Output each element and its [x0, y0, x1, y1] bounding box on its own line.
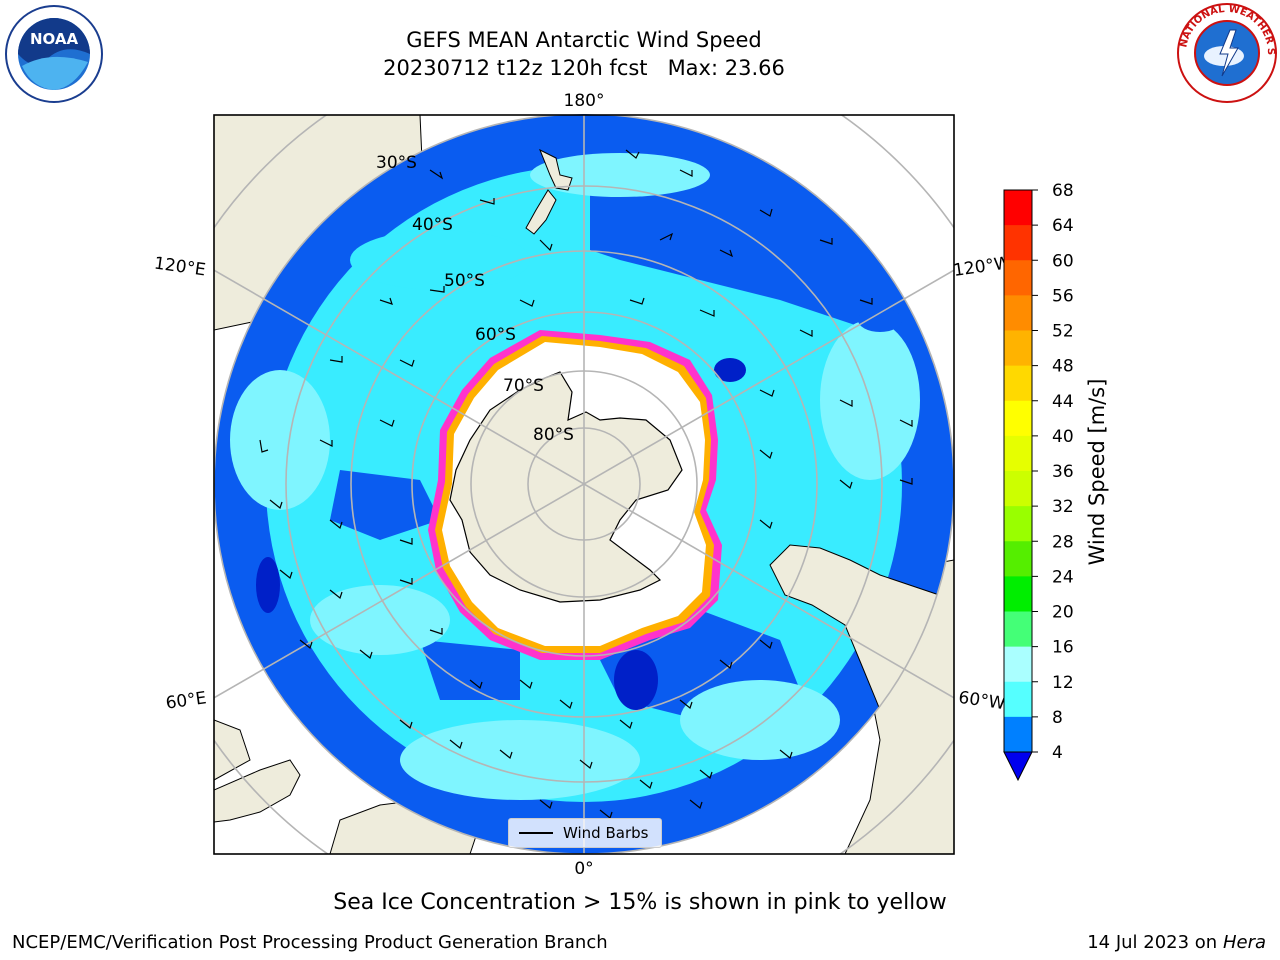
wind-barbs-legend: Wind Barbs	[508, 818, 662, 848]
colorbar-segment	[1004, 260, 1032, 296]
colorbar-extend-arrow	[1003, 751, 1033, 782]
lat-label-50: 50°S	[444, 271, 485, 291]
colorbar-tick-label: 8	[1052, 708, 1063, 728]
lat-label-40: 40°S	[412, 215, 453, 235]
lon-label-120e: 120°E	[153, 253, 207, 280]
colorbar-segment	[1004, 435, 1032, 472]
noaa-logo-text: NOAA	[30, 30, 79, 48]
colorbar-tick-label: 12	[1052, 673, 1074, 693]
colorbar-segment	[1004, 611, 1032, 648]
colorbar-label: Wind Speed [m/s]	[1085, 379, 1109, 566]
nws-logo: NATIONAL WEATHER SERVICE	[1176, 2, 1277, 103]
lon-label-180: 180°	[564, 91, 605, 111]
colorbar-tick-label: 68	[1052, 181, 1074, 201]
graticule-labels: 180° 0° 120°E 60°E 120°W 60°W 30°S 40°S …	[153, 91, 1012, 879]
map-frame	[213, 114, 955, 855]
colorbar-segment	[1004, 295, 1032, 331]
colorbar-segment	[1004, 365, 1032, 402]
antarctica-land	[449, 371, 683, 603]
lat-label-30: 30°S	[376, 153, 417, 173]
graticule	[214, 115, 954, 854]
colorbar-tick-label: 56	[1052, 286, 1074, 306]
southwest-land	[214, 719, 251, 781]
run-date-text: 14 Jul 2023 on	[1087, 932, 1223, 953]
run-date: 14 Jul 2023 on Hera	[1087, 932, 1266, 953]
lon-label-60w: 60°W	[957, 688, 1006, 714]
colorbar-tick-label: 20	[1052, 603, 1074, 623]
sea-ice-note: Sea Ice Concentration > 15% is shown in …	[333, 890, 947, 915]
colorbar: 68 64 60 56 52 48 44 40 36 32 28 24 20 16 12 8 4	[1003, 181, 1074, 782]
colorbar-segment	[1004, 471, 1032, 507]
lat-label-60: 60°S	[475, 325, 516, 345]
producer-credit: NCEP/EMC/Verification Post Processing Pr…	[12, 932, 608, 953]
new-zealand-land	[525, 148, 573, 235]
colorbar-segment	[1004, 400, 1032, 437]
lon-label-60e: 60°E	[165, 688, 208, 713]
title-line-2: 20230712 t12z 120h fcst Max: 23.66	[383, 56, 785, 80]
colorbar-segment	[1004, 506, 1032, 542]
colorbar-tick-label: 24	[1052, 567, 1074, 587]
wind-barbs	[259, 149, 913, 820]
colorbar-tick-label: 4	[1052, 743, 1063, 763]
chart-title: GEFS MEAN Antarctic Wind Speed 20230712 …	[284, 26, 884, 82]
colorbar-tick-label: 36	[1052, 462, 1074, 482]
lon-label-0: 0°	[574, 859, 593, 879]
colorbar-tick-label: 32	[1052, 497, 1074, 517]
lat-label-80: 80°S	[533, 425, 574, 445]
colorbar-segment	[1004, 716, 1032, 752]
colorbar-segment	[1004, 330, 1032, 367]
colorbar-segment	[1004, 225, 1032, 261]
colorbar-segment	[1004, 646, 1032, 683]
colorbar-tick-label: 64	[1052, 216, 1074, 236]
africa-land	[214, 759, 301, 823]
colorbar-segment	[1004, 576, 1032, 612]
colorbar-tick-label: 16	[1052, 638, 1074, 658]
noaa-logo: NOAA	[5, 5, 103, 103]
colorbar-tick-label: 40	[1052, 427, 1074, 447]
legend-line-swatch	[519, 832, 553, 834]
colorbar-segment	[1004, 541, 1032, 577]
machine-name: Hera	[1222, 932, 1266, 953]
colorbar-segment	[1004, 190, 1032, 226]
colorbar-tick-label: 52	[1052, 322, 1074, 342]
colorbar-tick-label: 44	[1052, 392, 1074, 412]
colorbar-tick-label: 48	[1052, 357, 1074, 377]
lon-label-120w: 120°W	[952, 253, 1012, 281]
colorbar-segment	[1004, 681, 1032, 718]
colorbar-tick-label: 60	[1052, 251, 1074, 271]
colorbar-tick-label: 28	[1052, 532, 1074, 552]
lat-label-70: 70°S	[503, 376, 544, 396]
legend-label: Wind Barbs	[563, 824, 649, 842]
title-line-1: GEFS MEAN Antarctic Wind Speed	[406, 28, 762, 52]
